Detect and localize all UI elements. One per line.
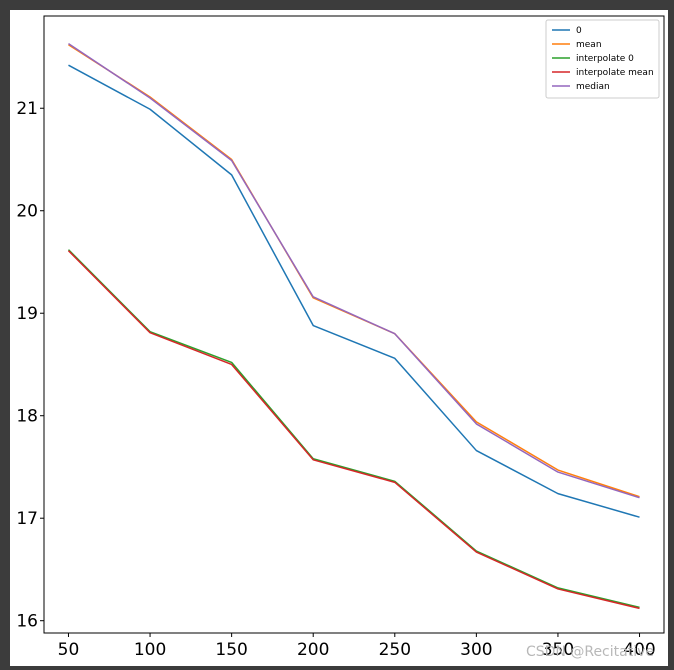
series-line-4	[68, 43, 640, 499]
series-layer	[67, 43, 640, 610]
y-tick-label: 21	[16, 99, 38, 119]
x-tick-label: 350	[542, 640, 574, 660]
watermark: CSDN @Recitative	[525, 644, 654, 660]
series-line-3	[67, 250, 640, 610]
x-tick-label: 400	[623, 640, 655, 660]
y-tick-label: 20	[16, 202, 38, 222]
legend-label: 0	[576, 26, 582, 36]
y-axis: 16 17 18 19 20 21	[16, 99, 44, 632]
y-tick-label: 17	[16, 509, 38, 529]
legend-label: interpolate mean	[576, 68, 654, 78]
x-tick-label: 300	[460, 640, 492, 660]
axes-frame	[43, 15, 665, 634]
figure: 50 100 150 200 250 300 350 400 16 17 18 19 20 21 0 me…	[10, 10, 668, 666]
x-tick-label: 150	[215, 640, 247, 660]
x-tick-label: 50	[58, 640, 80, 660]
legend-label: mean	[576, 40, 602, 50]
legend-box	[545, 19, 660, 99]
series-line-2	[67, 249, 640, 609]
y-tick-label: 16	[16, 612, 38, 632]
x-axis: 50 100 150 200 250 300 350 400	[58, 633, 656, 660]
x-tick-label: 100	[134, 640, 166, 660]
legend: 0 mean interpolate 0 interpolate mean median	[545, 19, 660, 99]
y-tick-label: 19	[16, 304, 38, 324]
line-chart: 50 100 150 200 250 300 350 400 16 17 18 19 20 21 0 me…	[16, 15, 665, 660]
y-tick-label: 18	[16, 407, 38, 427]
legend-label: median	[576, 82, 610, 92]
x-tick-label: 200	[297, 640, 329, 660]
legend-label: interpolate 0	[576, 54, 634, 64]
series-line-0	[68, 64, 640, 518]
x-tick-label: 250	[379, 640, 411, 660]
